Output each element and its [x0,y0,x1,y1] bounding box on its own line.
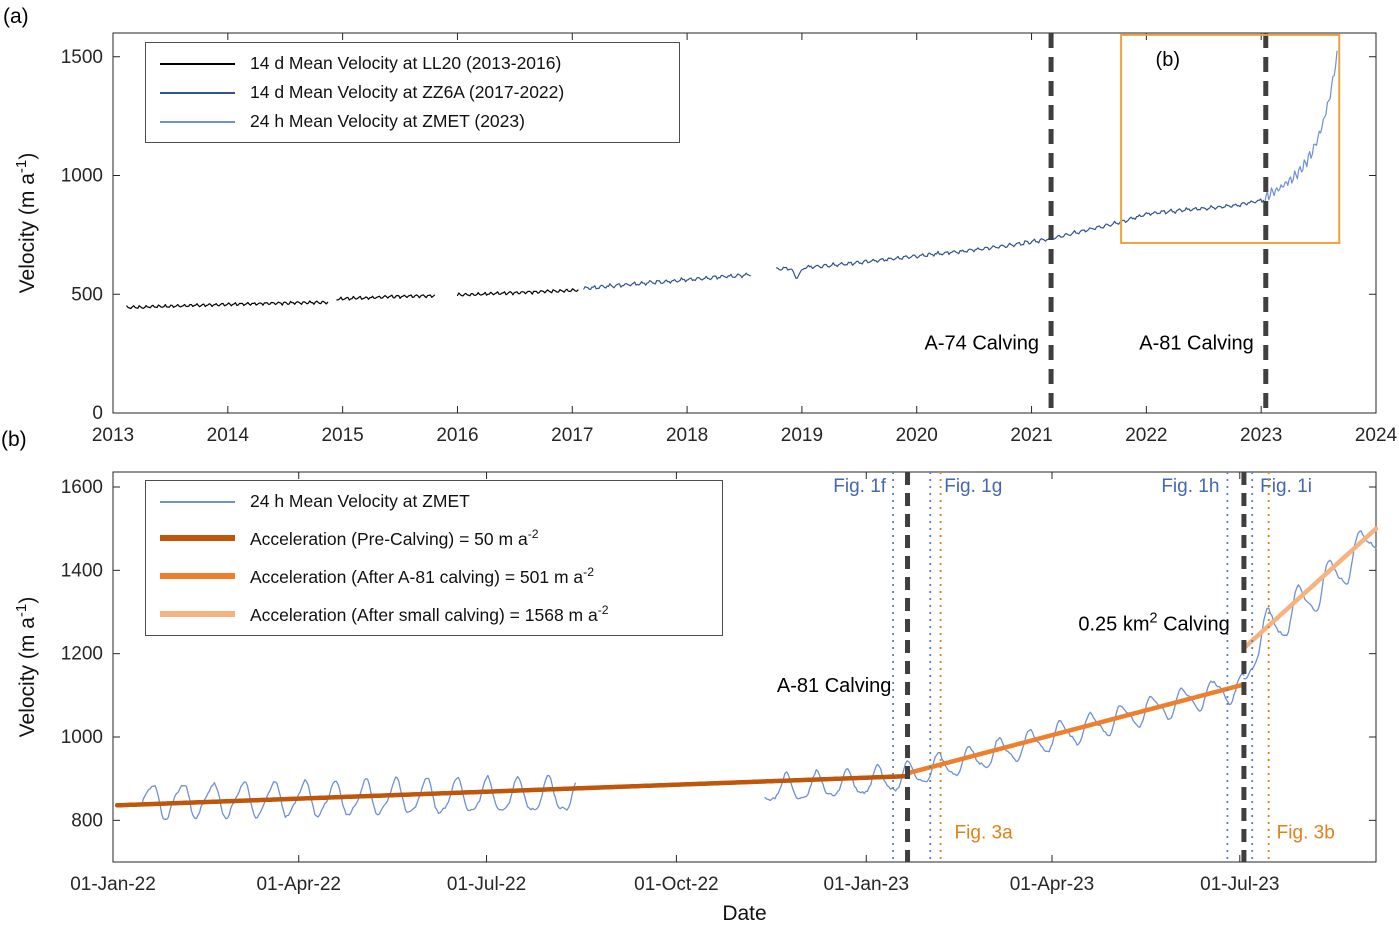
legend-line-sample [160,120,235,123]
x-tick-label: 01-Apr-22 [256,874,341,895]
vline-label: Fig. 3a [955,822,1014,843]
x-tick-label: 2023 [1240,425,1282,446]
legend-entry-label: 24 h Mean Velocity at ZMET (2023) [250,111,525,131]
x-tick-label: 2020 [896,425,938,446]
vline-label: Fig. 1h [1161,476,1219,497]
legend-entry-label: Acceleration (After A-81 calving) = 501 … [250,564,595,587]
vline-label: Fig. 1g [944,476,1002,497]
series-line [776,198,1265,279]
series-line [126,300,329,310]
vline-label: A-81 Calving [1139,332,1254,354]
y-tick-label: 1600 [61,477,103,498]
x-tick-label: 01-Apr-23 [1010,874,1095,895]
legend-entry-label: Acceleration (Pre-Calving) = 50 m a-2 [250,527,539,549]
y-axis-label: Velocity (m a-1) [13,153,39,294]
legend-entry: 24 h Mean Velocity at ZMET [160,491,708,512]
legend-entry-label: Acceleration (After small calving) = 156… [250,602,609,625]
legend-entry: Acceleration (After small calving) = 156… [160,603,708,626]
x-tick-label: 2022 [1125,425,1167,446]
x-tick-label: 2016 [436,425,478,446]
vline-label: Fig. 1f [833,476,887,497]
x-tick-label: 01-Jul-23 [1200,874,1279,895]
series-line [456,288,579,297]
legend-entry: 24 h Mean Velocity at ZMET (2023) [160,111,665,132]
legend-entry: Acceleration (Pre-Calving) = 50 m a-2 [160,527,708,550]
panel-b-label: (b) [1,428,27,451]
y-tick-label: 0 [92,403,103,424]
y-tick-label: 500 [71,284,103,305]
x-tick-label: 01-Oct-22 [634,874,718,895]
y-tick-label: 1500 [61,47,103,68]
series-line [583,272,751,290]
axes-box [112,471,1377,863]
x-tick-label: 2013 [92,425,134,446]
highlight-box [1120,33,1341,244]
legend-panel-a: 14 d Mean Velocity at LL20 (2013-2016) 14… [145,42,680,143]
x-tick-label: 2014 [207,425,250,446]
y-tick-label: 800 [71,810,103,831]
legend-panel-b: 24 h Mean Velocity at ZMET Acceleration (… [145,480,723,637]
x-tick-label: 2017 [551,425,593,446]
y-tick-label: 1000 [61,727,103,748]
legend-line-sample [160,535,235,542]
series-line [114,773,910,808]
x-tick-label: 2024 [1355,425,1398,446]
legend-line-sample [160,500,235,503]
vline-label: A-74 Calving [925,332,1040,354]
panel-a-label: (a) [3,5,29,28]
annotation: 0.25 km2 Calving [1078,611,1229,636]
vline-label: Fig. 3b [1277,822,1335,843]
axes-box [112,32,1377,414]
legend-entry-label: 24 h Mean Velocity at ZMET [250,491,470,511]
y-tick-label: 1000 [61,166,103,187]
chart-panel-b: 01-Jan-22 01-Apr-22 01-Jul-22 01-Oct-22 01-J… [13,471,1379,925]
legend-line-sample [160,573,235,580]
legend-entry: Acceleration (After A-81 calving) = 501 … [160,565,708,588]
x-axis-label: Date [722,902,766,925]
legend-entry-label: 14 d Mean Velocity at ZZ6A (2017-2022) [250,82,565,102]
legend-line-sample [160,62,235,65]
legend-line-sample [160,611,235,618]
y-tick-label: 1200 [61,644,103,665]
x-tick-label: 2015 [321,425,363,446]
legend-entry: 14 d Mean Velocity at ZZ6A (2017-2022) [160,82,665,103]
vline-label: Fig. 1i [1260,476,1312,497]
legend-line-sample [160,91,235,94]
y-tick-label: 1400 [61,560,103,581]
x-tick-label: 2018 [666,425,708,446]
y-axis-label: Velocity (m a-1) [13,597,39,738]
highlight-box-label: (b) [1156,49,1180,71]
x-tick-label: 01-Jan-23 [823,874,909,895]
series-line [1243,530,1377,680]
x-tick-label: 01-Jul-22 [447,874,526,895]
series-line [905,682,1247,776]
legend-entry: 14 d Mean Velocity at LL20 (2013-2016) [160,53,665,74]
legend-entry-label: 14 d Mean Velocity at LL20 (2013-2016) [250,53,562,73]
x-tick-label: 01-Jan-22 [70,874,156,895]
annotation: A-81 Calving [777,675,892,697]
series-line [1264,50,1338,205]
x-tick-label: 2021 [1010,425,1052,446]
series-line [336,294,436,301]
series-line [1243,526,1379,649]
x-tick-label: 2019 [781,425,823,446]
chart-panel-a: 2013 2014 2015 2016 2017 2018 2019 2020 2021 2022… [13,32,1398,446]
